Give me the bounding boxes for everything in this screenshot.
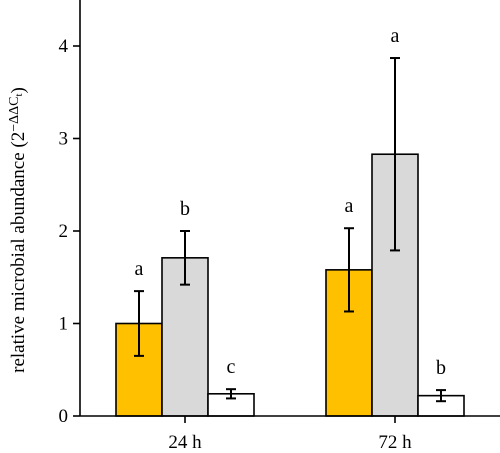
x-tick-label: 24 h bbox=[168, 432, 202, 453]
significance-letter: b bbox=[180, 198, 190, 220]
error-bars-layer bbox=[134, 57, 446, 403]
bars-layer bbox=[115, 153, 465, 417]
x-tick-label: 72 h bbox=[378, 432, 412, 453]
significance-letter: a bbox=[345, 195, 354, 217]
significance-labels-layer: a b c a a b bbox=[135, 25, 446, 379]
y-tick-label: 4 bbox=[59, 36, 69, 57]
y-tick-label: 1 bbox=[59, 314, 69, 335]
significance-letter: a bbox=[135, 258, 144, 280]
y-axis-title-sub: t bbox=[13, 93, 25, 96]
significance-letter: b bbox=[436, 357, 446, 379]
y-tick-label: 2 bbox=[59, 221, 69, 242]
y-axis-title: relative microbial abundance (2−ΔΔCt) bbox=[7, 87, 29, 373]
y-ticks-layer: 0 1 2 3 4 bbox=[59, 36, 80, 427]
y-axis-title-sup: −ΔΔC bbox=[7, 97, 22, 132]
x-ticks-layer: 24 h 72 h bbox=[168, 416, 412, 453]
significance-letter: c bbox=[227, 356, 236, 378]
y-tick-label: 0 bbox=[59, 406, 69, 427]
y-axis-title-close: ) bbox=[8, 87, 29, 93]
y-tick-label: 3 bbox=[59, 129, 69, 150]
y-axis-title-main: relative microbial abundance (2 bbox=[8, 132, 29, 373]
significance-letter: a bbox=[391, 25, 400, 47]
